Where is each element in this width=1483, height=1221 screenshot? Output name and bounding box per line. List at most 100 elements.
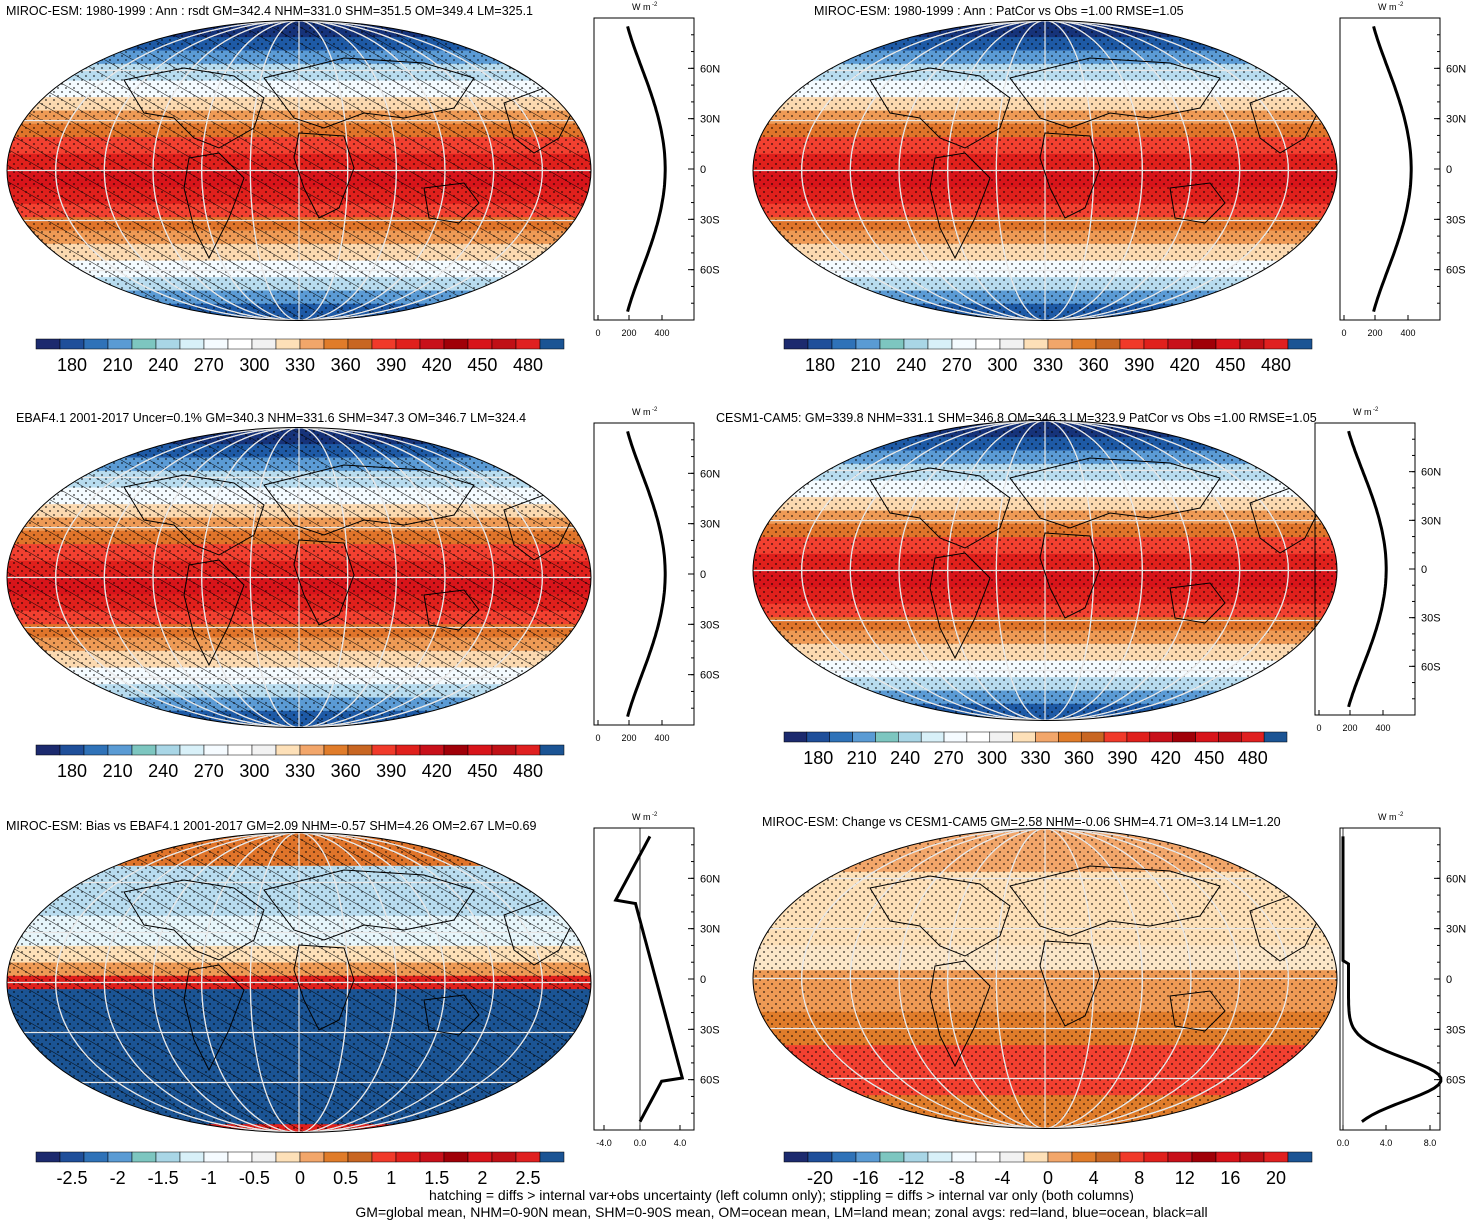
zonal-plot-miroc-rsdt: W m -2 60N 30N 0 30S 60S 0 200 400 (593, 2, 720, 338)
zonal-lat-label: 30N (700, 519, 720, 531)
colorbar-label: 450 (467, 355, 497, 375)
colorbar-swatch (1119, 1151, 1145, 1163)
colorbar-swatch (1095, 338, 1121, 350)
colorbar-swatch (419, 744, 445, 756)
zonal-lat-label: 30S (700, 1024, 720, 1036)
colorbar-label: 330 (285, 761, 315, 781)
footnote-line-1: hatching = diffs > internal var+obs unce… (429, 1187, 1134, 1203)
colorbar-label: 300 (239, 761, 269, 781)
colorbar-label: 420 (422, 761, 452, 781)
colorbar-label: 450 (1194, 748, 1224, 768)
colorbar-swatch (1191, 338, 1217, 350)
colorbar-swatch (251, 338, 277, 350)
zonal-lat-label: 0 (700, 974, 706, 986)
colorbar-swatch (807, 338, 833, 350)
colorbar-swatch (107, 744, 133, 756)
zonal-x-tick: 0.0 (1337, 1138, 1350, 1148)
colorbar-swatch (299, 1151, 325, 1163)
colorbar-label: 180 (57, 355, 87, 375)
colorbar-swatch (467, 744, 493, 756)
colorbar-label: 480 (513, 761, 543, 781)
colorbar-swatch (927, 338, 953, 350)
zonal-lat-label: 30N (700, 114, 720, 126)
zonal-x-tick: 200 (621, 328, 636, 338)
map-bias (6, 832, 592, 1133)
colorbar-swatch (1167, 338, 1193, 350)
colorbar-swatch (395, 744, 421, 756)
colorbar-label: 360 (331, 761, 361, 781)
colorbar-swatch (879, 338, 905, 350)
zonal-lat-label: 30N (1446, 924, 1466, 936)
colorbar-label: 390 (1124, 355, 1154, 375)
colorbar-swatch (1047, 1151, 1073, 1163)
colorbar-swatch (227, 744, 253, 756)
zonal-lat-label: 30N (1421, 515, 1441, 527)
colorbar-swatch (131, 338, 157, 350)
colorbar-swatch (59, 1151, 85, 1163)
colorbar-swatch (419, 1151, 445, 1163)
colorbar-swatch (275, 1151, 301, 1163)
colorbar-label: 180 (57, 761, 87, 781)
colorbar-swatch (179, 338, 205, 350)
colorbar-label: 420 (422, 355, 452, 375)
colorbar-swatch (806, 731, 830, 743)
colorbar-swatch (491, 338, 517, 350)
zonal-lat-label: 0 (1446, 164, 1452, 176)
colorbar-label: 210 (851, 355, 881, 375)
zonal-lat-label: 0 (1421, 564, 1427, 576)
colorbar-label: 0 (295, 1168, 305, 1188)
colorbar-label: 420 (1151, 748, 1181, 768)
zonal-x-tick: 200 (1367, 328, 1382, 338)
colorbar-label: 330 (285, 355, 315, 375)
colorbar-label: 270 (194, 761, 224, 781)
panel-title-miroc-rsdt: MIROC-ESM: 1980-1999 : Ann : rsdt GM=342… (6, 4, 534, 18)
colorbar-swatch (1215, 1151, 1241, 1163)
colorbar-swatch (35, 1151, 61, 1163)
zonal-x-tick: 4.0 (674, 1138, 687, 1148)
zonal-lat-label: 0 (700, 569, 706, 581)
colorbar-swatch (467, 338, 493, 350)
colorbar-swatch (1023, 338, 1049, 350)
zonal-lat-label: 0 (1446, 974, 1452, 986)
colorbar-swatch (1080, 731, 1105, 743)
colorbar-label: 8 (1134, 1168, 1144, 1188)
zonal-unit-label: W m (632, 2, 651, 12)
colorbar-swatch (966, 731, 991, 743)
colorbar-swatch (783, 338, 809, 350)
colorbar-label: 240 (890, 748, 920, 768)
colorbar-label: 480 (513, 355, 543, 375)
zonal-lat-label: 60S (700, 670, 720, 682)
colorbar-swatch (1215, 338, 1241, 350)
colorbar-label: 330 (1033, 355, 1063, 375)
footnote: hatching = diffs > internal var+obs unce… (40, 1187, 1483, 1221)
colorbar-swatch (203, 338, 229, 350)
colorbar-swatch (1012, 731, 1036, 743)
zonal-lat-label: 60S (700, 265, 720, 277)
colorbar-swatch (83, 744, 109, 756)
colorbar-swatch (299, 338, 325, 350)
zonal-lat-label: 60S (700, 1075, 720, 1087)
colorbar-swatch (59, 338, 85, 350)
colorbar-swatch (347, 744, 373, 756)
colorbar-swatch (467, 1151, 493, 1163)
colorbar-swatch (515, 744, 541, 756)
zonal-lat-label: 60N (700, 63, 720, 75)
colorbar-swatch (107, 1151, 133, 1163)
colorbar-miroc-rsdt: 180 210 240 270 300 330 360 390 420 450 480 (35, 338, 565, 375)
colorbar-swatch (1172, 731, 1196, 743)
colorbar-label: 210 (103, 761, 133, 781)
colorbar-label: 450 (1215, 355, 1245, 375)
colorbar-swatch (852, 731, 876, 743)
colorbar-swatch (347, 338, 373, 350)
colorbar-label: 390 (376, 355, 406, 375)
colorbar-label: 270 (194, 355, 224, 375)
colorbar-swatch (989, 731, 1013, 743)
colorbar-swatch (927, 1151, 953, 1163)
colorbar-label: -2.5 (56, 1168, 87, 1188)
colorbar-swatch (831, 338, 857, 350)
colorbar-swatch (251, 744, 277, 756)
zonal-lat-label: 60N (1446, 873, 1466, 885)
zonal-unit-exponent: -2 (1398, 812, 1404, 818)
zonal-plot-cesm: W m -2 60N 30N 0 30S 60S 0 200 400 (1314, 407, 1441, 733)
colorbar-swatch (1287, 338, 1313, 350)
